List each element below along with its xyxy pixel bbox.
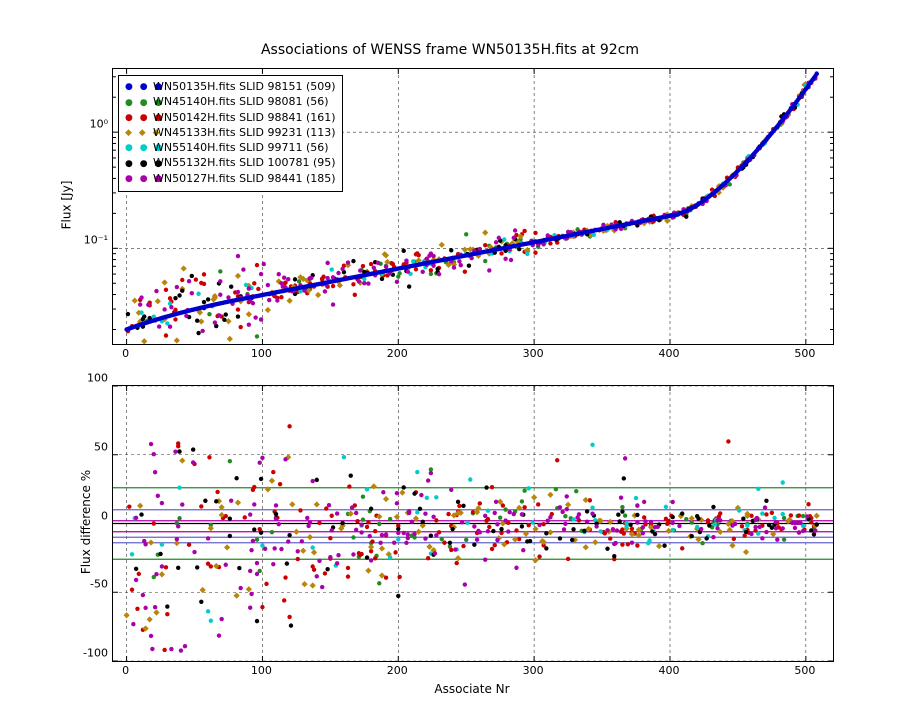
tick-label: 200 bbox=[387, 664, 408, 677]
legend-item: ◆ ◆ ◆WN45133H.fits SLID 99231 (113) bbox=[125, 126, 336, 141]
tick-label: 500 bbox=[794, 347, 815, 360]
tick-label: 300 bbox=[523, 664, 544, 677]
tick-label: 0 bbox=[122, 347, 129, 360]
top-ylabel: Flux [Jy] bbox=[59, 180, 73, 229]
legend-marker-icon: ● ● ● bbox=[125, 81, 153, 93]
tick-label: 50 bbox=[68, 440, 108, 453]
tick-label: 10⁰ bbox=[68, 118, 108, 131]
tick-label: -100 bbox=[68, 647, 108, 660]
legend-marker-icon: ● ● ● bbox=[125, 173, 153, 185]
tick-label: 200 bbox=[387, 347, 408, 360]
legend-item: ● ● ●WN50142H.fits SLID 98841 (161) bbox=[125, 111, 336, 126]
legend-marker-icon: ● ● ● bbox=[125, 142, 153, 154]
legend-marker-icon: ◆ ◆ ◆ bbox=[125, 127, 153, 139]
legend-label: WN50142H.fits SLID 98841 (161) bbox=[153, 111, 336, 124]
tick-label: 400 bbox=[658, 347, 679, 360]
bottom-xlabel: Associate Nr bbox=[422, 682, 522, 696]
legend-label: WN55132H.fits SLID 100781 (95) bbox=[153, 156, 336, 169]
legend-label: WN45140H.fits SLID 98081 (56) bbox=[153, 95, 329, 108]
tick-label: 400 bbox=[658, 664, 679, 677]
legend-label: WN45133H.fits SLID 99231 (113) bbox=[153, 126, 336, 139]
chart-title: Associations of WENSS frame WN50135H.fit… bbox=[0, 42, 900, 58]
legend: ● ● ●WN50135H.fits SLID 98151 (509)● ● ●… bbox=[118, 75, 343, 192]
legend-item: ● ● ●WN55132H.fits SLID 100781 (95) bbox=[125, 156, 336, 171]
legend-item: ● ● ●WN50127H.fits SLID 98441 (185) bbox=[125, 172, 336, 187]
figure: Associations of WENSS frame WN50135H.fit… bbox=[0, 0, 900, 720]
tick-label: -50 bbox=[68, 578, 108, 591]
legend-item: ● ● ●WN45140H.fits SLID 98081 (56) bbox=[125, 95, 336, 110]
tick-label: 10⁻¹ bbox=[68, 234, 108, 247]
tick-label: 0 bbox=[68, 509, 108, 522]
legend-label: WN50127H.fits SLID 98441 (185) bbox=[153, 172, 336, 185]
legend-marker-icon: ● ● ● bbox=[125, 112, 153, 124]
tick-label: 300 bbox=[523, 347, 544, 360]
tick-label: 100 bbox=[68, 372, 108, 385]
legend-item: ● ● ●WN55140H.fits SLID 99711 (56) bbox=[125, 141, 336, 156]
tick-label: 100 bbox=[251, 664, 272, 677]
tick-label: 0 bbox=[122, 664, 129, 677]
legend-label: WN50135H.fits SLID 98151 (509) bbox=[153, 80, 336, 93]
tick-label: 100 bbox=[251, 347, 272, 360]
legend-marker-icon: ● ● ● bbox=[125, 97, 153, 109]
tick-label: 500 bbox=[794, 664, 815, 677]
flux-diff-scatter-plot bbox=[112, 385, 834, 662]
legend-label: WN55140H.fits SLID 99711 (56) bbox=[153, 141, 329, 154]
legend-marker-icon: ● ● ● bbox=[125, 158, 153, 170]
legend-item: ● ● ●WN50135H.fits SLID 98151 (509) bbox=[125, 80, 336, 95]
